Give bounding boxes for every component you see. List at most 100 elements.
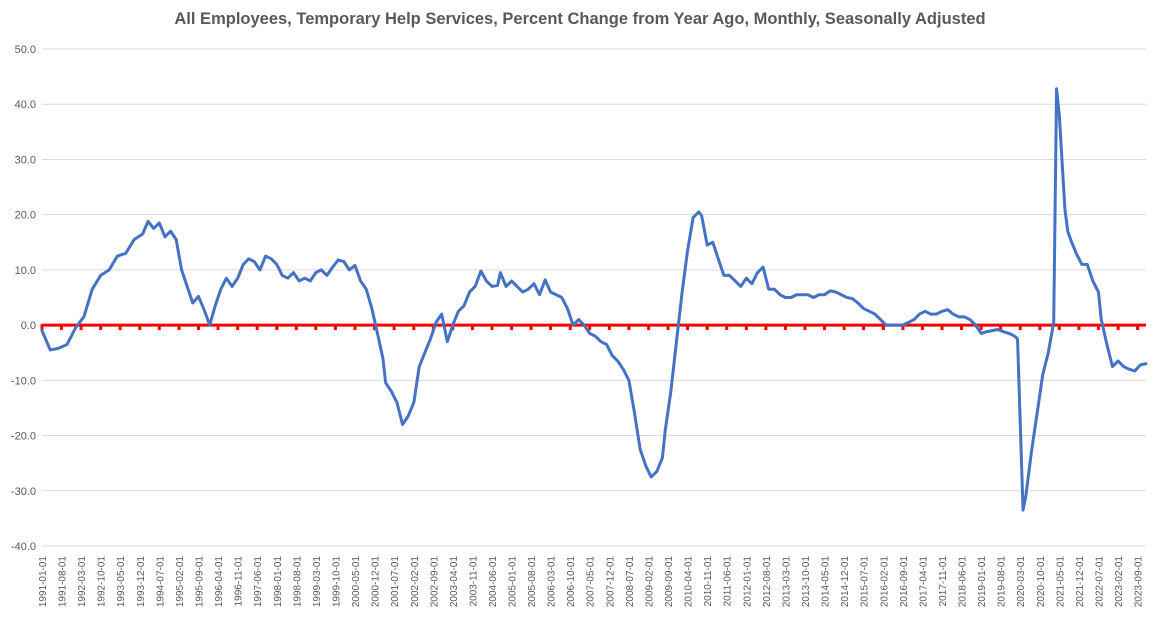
zero-line-marker [1096, 324, 1100, 331]
zero-line-marker [79, 324, 83, 331]
x-tick-label: 2007-05-01 [586, 556, 597, 608]
x-tick-label: 1997-06-01 [253, 556, 264, 608]
zero-line-marker [255, 324, 259, 331]
zero-line-marker [607, 324, 611, 331]
zero-line-marker [705, 324, 709, 331]
zero-line-marker [275, 324, 279, 331]
x-axis-ticks: 1991-01-01 1991-08-01 1992-03-01 1992-10-01… [38, 556, 1145, 608]
zero-line-marker [333, 324, 337, 331]
x-tick-label: 2005-01-01 [508, 556, 519, 608]
zero-line-marker [999, 324, 1003, 331]
zero-line-marker [842, 324, 846, 331]
x-tick-label: 2009-02-01 [645, 556, 656, 608]
x-tick-label: 2007-12-01 [605, 556, 616, 608]
zero-line-marker [157, 324, 161, 331]
gridlines [42, 48, 1146, 547]
zero-line-marker [118, 324, 122, 331]
y-axis-ticks: 50.0 40.0 30.0 20.0 10.0 0.0 -10.0 -20.0 -30.0 -4… [11, 44, 36, 553]
x-tick-label: 2023-02-01 [1114, 556, 1125, 608]
x-tick-label: 2023-09-01 [1134, 556, 1145, 608]
x-tick-label: 2015-07-01 [860, 556, 871, 608]
zero-line-marker [862, 324, 866, 331]
zero-line-marker [940, 324, 944, 331]
zero-line-marker [1038, 324, 1042, 331]
y-tick-label: -40.0 [11, 541, 36, 553]
x-tick-label: 2002-09-01 [429, 556, 440, 608]
zero-line-marker [59, 324, 63, 331]
zero-line-marker [920, 324, 924, 331]
zero-line-marker [1018, 324, 1022, 331]
zero-line-marker [744, 324, 748, 331]
zero-line-marker [412, 324, 416, 331]
x-tick-label: 1998-08-01 [292, 556, 303, 608]
x-tick-label: 2021-05-01 [1055, 556, 1066, 608]
x-tick-label: 2000-12-01 [371, 556, 382, 608]
x-tick-label: 2016-02-01 [879, 556, 890, 608]
zero-line-marker [666, 324, 670, 331]
x-tick-label: 2019-08-01 [997, 556, 1008, 608]
x-tick-label: 2013-03-01 [781, 556, 792, 608]
zero-line-marker [490, 324, 494, 331]
zero-line-marker [588, 324, 592, 331]
zero-line-marker [1136, 324, 1140, 331]
x-tick-label: 2003-11-01 [468, 556, 479, 607]
chart-title: All Employees, Temporary Help Services, … [174, 10, 986, 28]
x-tick-label: 1998-01-01 [273, 556, 284, 608]
x-tick-label: 2021-12-01 [1075, 556, 1086, 608]
x-tick-label: 1991-01-01 [38, 556, 49, 608]
x-tick-label: 2005-08-01 [527, 556, 538, 608]
y-tick-label: 10.0 [15, 265, 36, 277]
zero-line-marker [99, 324, 103, 331]
zero-line-marker [881, 324, 885, 331]
y-tick-label: -10.0 [11, 375, 36, 387]
x-tick-label: 2008-07-01 [625, 556, 636, 608]
zero-line-marker [314, 324, 318, 331]
zero-line-marker [822, 324, 826, 331]
x-tick-label: 2017-04-01 [918, 556, 929, 608]
zero-line-marker [901, 324, 905, 331]
x-tick-label: 1992-03-01 [77, 556, 88, 608]
zero-line-marker [960, 324, 964, 331]
x-tick-label: 2012-01-01 [742, 556, 753, 608]
zero-line-marker [647, 324, 651, 331]
x-tick-label: 1994-07-01 [155, 556, 166, 608]
x-tick-label: 2013-10-01 [801, 556, 812, 608]
x-tick-label: 2014-05-01 [820, 556, 831, 608]
x-tick-label: 2010-04-01 [684, 556, 695, 608]
zero-line-marker [510, 324, 514, 331]
zero-line-marker [392, 324, 396, 331]
x-tick-label: 1995-09-01 [194, 556, 205, 608]
x-tick-label: 2002-02-01 [410, 556, 421, 608]
x-tick-label: 1991-08-01 [57, 556, 68, 608]
zero-line-marker [549, 324, 553, 331]
y-tick-label: 30.0 [15, 154, 36, 166]
x-tick-label: 2012-08-01 [762, 556, 773, 608]
zero-line-marker [783, 324, 787, 331]
x-tick-label: 2009-09-01 [664, 556, 675, 608]
zero-line-marker [1116, 324, 1120, 331]
x-tick-label: 2001-07-01 [390, 556, 401, 608]
x-tick-label: 2011-06-01 [723, 556, 734, 607]
zero-line-marker [686, 324, 690, 331]
y-tick-label: -30.0 [11, 486, 36, 498]
zero-line-marker [177, 324, 181, 331]
x-tick-label: 1996-04-01 [214, 556, 225, 608]
y-tick-label: 20.0 [15, 210, 36, 222]
y-tick-label: 40.0 [15, 99, 36, 111]
x-tick-label: 1999-03-01 [312, 556, 323, 608]
zero-line-marker [470, 324, 474, 331]
zero-line-marker [294, 324, 298, 331]
x-tick-label: 2014-12-01 [840, 556, 851, 608]
x-tick-label: 2000-05-01 [351, 556, 362, 608]
zero-line-marker [216, 324, 220, 331]
x-tick-label: 2020-03-01 [1016, 556, 1027, 608]
y-tick-label: 0.0 [21, 320, 36, 332]
x-tick-label: 2004-06-01 [488, 556, 499, 608]
zero-line-marker [1057, 324, 1061, 331]
zero-line-marker [725, 324, 729, 331]
x-tick-label: 2016-09-01 [899, 556, 910, 608]
x-tick-label: 2020-10-01 [1036, 556, 1047, 608]
zero-line-marker [529, 324, 533, 331]
